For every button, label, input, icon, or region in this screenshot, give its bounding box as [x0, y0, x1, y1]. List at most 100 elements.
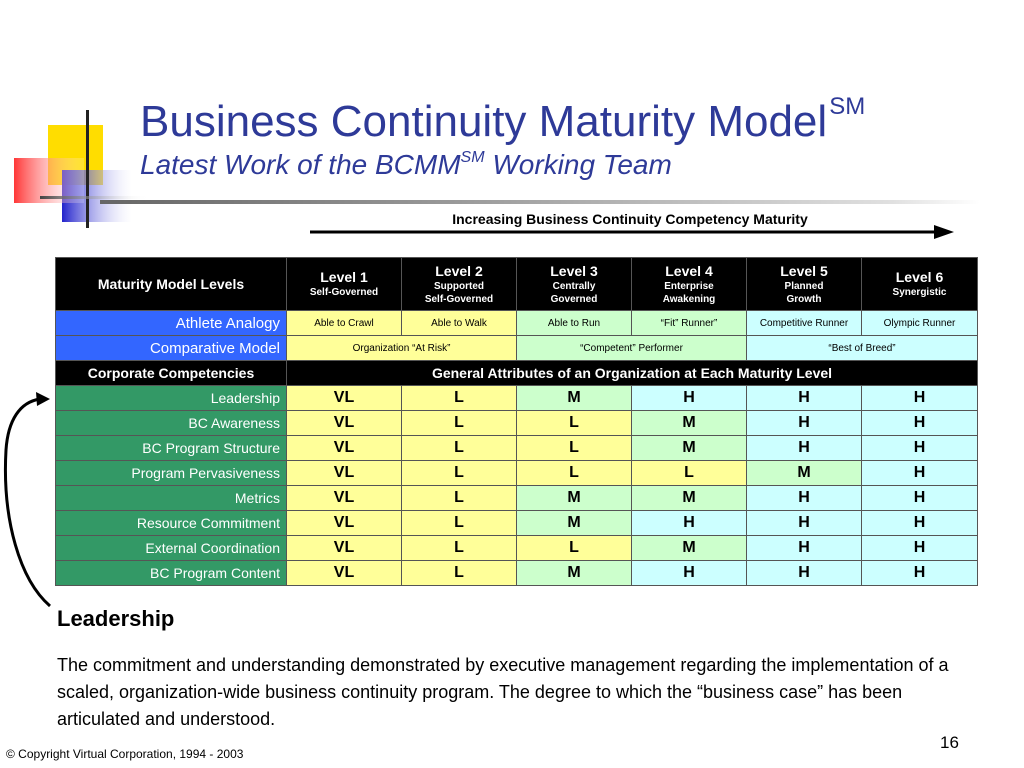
- competency-value-cell: L: [631, 460, 747, 486]
- levels-header-row: Maturity Model Levels Level 1 Self-Govern…: [55, 257, 978, 311]
- page-number: 16: [940, 733, 959, 752]
- level-header: Level 3 Centrally Governed: [516, 257, 632, 311]
- slide-subtitle: Latest Work of the BCMMSM Working Team: [140, 149, 672, 180]
- general-attributes-header: General Attributes of an Organization at…: [286, 360, 978, 386]
- level-header: Level 1 Self-Governed: [286, 257, 402, 311]
- competency-value-cell: VL: [286, 460, 402, 486]
- competency-value-cell: M: [631, 485, 747, 511]
- competency-value-cell: M: [631, 410, 747, 436]
- competency-label: Program Pervasiveness: [55, 460, 287, 486]
- competency-value-cell: M: [516, 510, 632, 536]
- competency-value-cell: H: [861, 410, 978, 436]
- title-divider-rule: [100, 200, 980, 204]
- competency-value-cell: H: [861, 535, 978, 561]
- competencies-section-row: Corporate Competencies General Attribute…: [55, 360, 978, 386]
- competency-value-cell: VL: [286, 510, 402, 536]
- competency-row: External Coordination VL L L M H H: [55, 535, 978, 561]
- competency-value-cell: H: [746, 485, 862, 511]
- competency-row: Leadership VL L M H H H: [55, 385, 978, 411]
- competency-value-cell: H: [746, 560, 862, 586]
- competency-value-cell: H: [746, 385, 862, 411]
- comparative-cell: “Competent” Performer: [516, 335, 747, 361]
- competency-label: External Coordination: [55, 535, 287, 561]
- competency-row: Metrics VL L M M H H: [55, 485, 978, 511]
- athlete-analogy-row: Athlete Analogy Able to Crawl Able to Wa…: [55, 310, 978, 336]
- competency-value-cell: L: [401, 410, 517, 436]
- comparative-cell: “Best of Breed”: [746, 335, 978, 361]
- competency-value-cell: VL: [286, 535, 402, 561]
- athlete-analogy-label: Athlete Analogy: [55, 310, 287, 336]
- competency-value-cell: H: [746, 535, 862, 561]
- competency-label: Metrics: [55, 485, 287, 511]
- comparative-model-row: Comparative Model Organization “At Risk”…: [55, 335, 978, 361]
- athlete-cell: Able to Crawl: [286, 310, 402, 336]
- competency-value-cell: H: [861, 385, 978, 411]
- competency-value-cell: L: [401, 435, 517, 461]
- maturity-arrow-icon: [310, 225, 954, 239]
- competency-value-cell: L: [401, 460, 517, 486]
- maturity-arrow-label: Increasing Business Continuity Competenc…: [452, 211, 808, 227]
- competency-value-cell: L: [516, 535, 632, 561]
- competency-value-cell: VL: [286, 485, 402, 511]
- athlete-cell: Olympic Runner: [861, 310, 978, 336]
- level-header: Level 6 Synergistic: [861, 257, 978, 311]
- level-header: Level 4 Enterprise Awakening: [631, 257, 747, 311]
- competency-value-cell: H: [746, 410, 862, 436]
- competency-row: BC Awareness VL L L M H H: [55, 410, 978, 436]
- definition-title: Leadership: [57, 606, 175, 631]
- competency-row: Program Pervasiveness VL L L L M H: [55, 460, 978, 486]
- copyright-notice: © Copyright Virtual Corporation, 1994 - …: [6, 747, 244, 761]
- competency-value-cell: L: [401, 560, 517, 586]
- comparative-cell: Organization “At Risk”: [286, 335, 517, 361]
- competency-value-cell: M: [631, 435, 747, 461]
- level-header: Level 2 Supported Self-Governed: [401, 257, 517, 311]
- competency-label: BC Program Structure: [55, 435, 287, 461]
- athlete-cell: “Fit” Runner”: [631, 310, 747, 336]
- competency-label: Leadership: [55, 385, 287, 411]
- leadership-pointer-arrow-icon: [3, 392, 51, 608]
- competency-value-cell: H: [631, 385, 747, 411]
- competency-value-cell: L: [516, 460, 632, 486]
- competency-value-cell: VL: [286, 385, 402, 411]
- competency-value-cell: VL: [286, 410, 402, 436]
- athlete-cell: Able to Walk: [401, 310, 517, 336]
- competency-value-cell: H: [746, 435, 862, 461]
- competency-value-cell: L: [401, 535, 517, 561]
- athlete-cell: Competitive Runner: [746, 310, 862, 336]
- competency-label: BC Awareness: [55, 410, 287, 436]
- competency-label: BC Program Content: [55, 560, 287, 586]
- competency-value-cell: L: [516, 410, 632, 436]
- competency-value-cell: H: [861, 510, 978, 536]
- competency-value-cell: M: [516, 560, 632, 586]
- competency-value-cell: VL: [286, 560, 402, 586]
- maturity-model-table: Maturity Model Levels Level 1 Self-Govern…: [55, 257, 978, 586]
- competency-value-cell: M: [516, 385, 632, 411]
- competency-row: BC Program Structure VL L L M H H: [55, 435, 978, 461]
- competency-value-cell: L: [401, 485, 517, 511]
- slide-title-block: Business Continuity Maturity ModelSM Lat…: [140, 93, 1010, 182]
- slide-title: Business Continuity Maturity ModelSM: [140, 93, 866, 147]
- athlete-cell: Able to Run: [516, 310, 632, 336]
- competency-value-cell: H: [861, 435, 978, 461]
- competency-value-cell: H: [631, 560, 747, 586]
- competency-value-cell: H: [746, 510, 862, 536]
- competency-label: Resource Commitment: [55, 510, 287, 536]
- competency-value-cell: M: [631, 535, 747, 561]
- definition-body: The commitment and understanding demonst…: [57, 655, 949, 729]
- competency-row: Resource Commitment VL L M H H H: [55, 510, 978, 536]
- competency-value-cell: H: [861, 560, 978, 586]
- corporate-competencies-header: Corporate Competencies: [55, 360, 287, 386]
- competency-value-cell: M: [516, 485, 632, 511]
- competency-value-cell: VL: [286, 435, 402, 461]
- competency-value-cell: L: [401, 385, 517, 411]
- comparative-model-label: Comparative Model: [55, 335, 287, 361]
- competency-value-cell: M: [746, 460, 862, 486]
- maturity-levels-header: Maturity Model Levels: [55, 257, 287, 311]
- decorative-logo-graphic: [14, 110, 150, 228]
- competency-value-cell: H: [631, 510, 747, 536]
- competency-value-cell: L: [401, 510, 517, 536]
- competency-value-cell: H: [861, 485, 978, 511]
- competency-value-cell: L: [516, 435, 632, 461]
- level-header: Level 5 Planned Growth: [746, 257, 862, 311]
- competency-value-cell: H: [861, 460, 978, 486]
